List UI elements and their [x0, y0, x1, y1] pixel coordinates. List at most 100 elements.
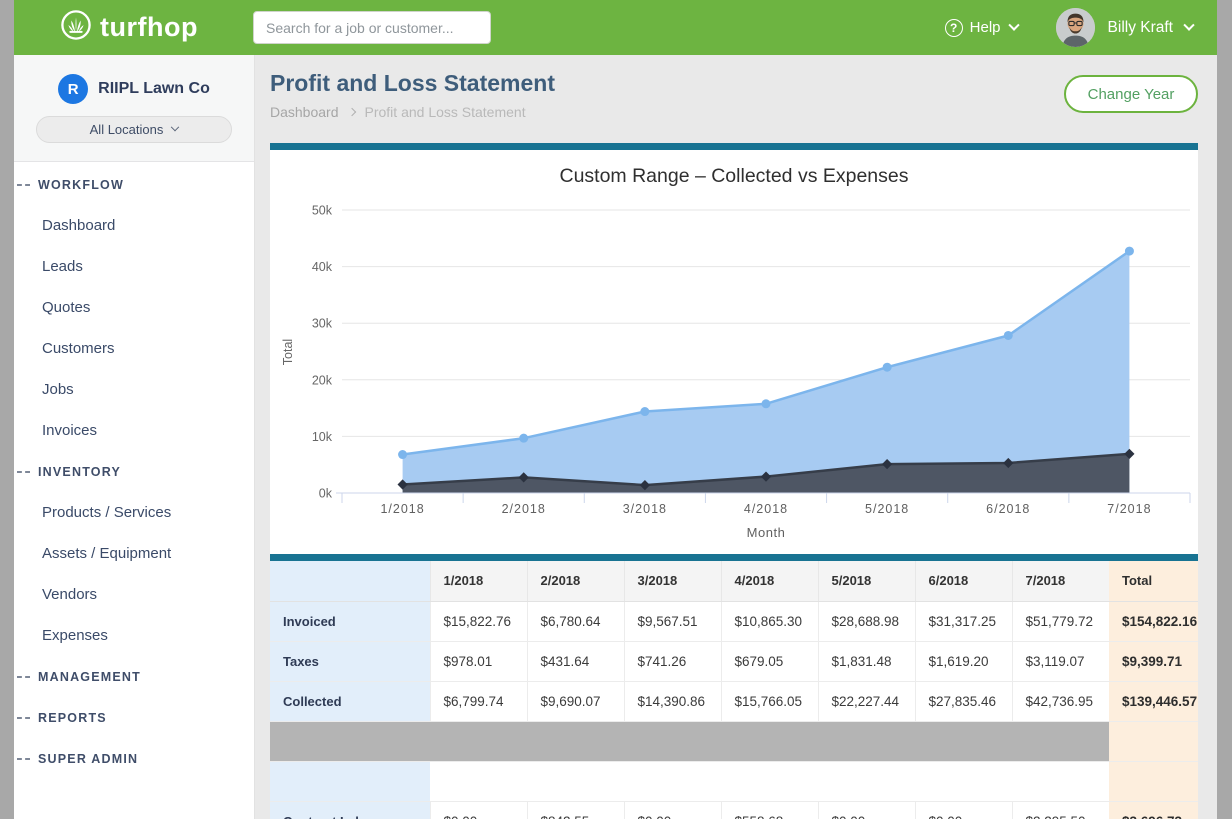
cell-value: $22,227.44 — [818, 681, 915, 721]
sidebar-section-super-admin[interactable]: SUPER ADMIN — [14, 738, 254, 779]
sidebar-item-leads[interactable]: Leads — [14, 246, 254, 287]
x-tick-label: 1/2018 — [380, 502, 424, 516]
y-tick-label: 50k — [312, 204, 333, 218]
table-row-contract-labor: Contract Labor$0.00$842.55$0.00$558.68$0… — [270, 801, 1198, 819]
table-row-collected: Collected$6,799.74$9,690.07$14,390.86$15… — [270, 681, 1198, 721]
cell-value: $15,766.05 — [721, 681, 818, 721]
location-selector[interactable]: All Locations — [36, 116, 232, 143]
breadcrumb-current: Profit and Loss Statement — [365, 104, 526, 120]
cell-value: $6,799.74 — [430, 681, 527, 721]
cell-value: $27,835.46 — [915, 681, 1012, 721]
sidebar-item-quotes[interactable]: Quotes — [14, 287, 254, 328]
cell-value: $42,736.95 — [1012, 681, 1109, 721]
sidebar-item-assets-equipment[interactable]: Assets / Equipment — [14, 533, 254, 574]
header-cell-2-2018: 2/2018 — [527, 561, 624, 601]
sidebar-item-expenses[interactable]: Expenses — [14, 615, 254, 656]
user-chevron-down-icon[interactable] — [1183, 19, 1194, 30]
x-axis-title: Month — [747, 525, 786, 540]
header-cell-3-2018: 3/2018 — [624, 561, 721, 601]
breadcrumb: Dashboard Profit and Loss Statement — [270, 104, 526, 120]
breadcrumb-chevron-icon — [347, 108, 355, 116]
data-point-collected-2-2018[interactable] — [519, 434, 528, 443]
help-chevron-down-icon[interactable] — [1008, 19, 1019, 30]
data-point-collected-3-2018[interactable] — [640, 407, 649, 416]
section-label: MANAGEMENT — [38, 670, 141, 684]
cell-value: $31,317.25 — [915, 601, 1012, 641]
right-scrollbar[interactable] — [1217, 0, 1232, 819]
cell-value: $842.55 — [527, 801, 624, 819]
y-tick-label: 10k — [312, 430, 333, 444]
sidebar-nav: WORKFLOW DashboardLeadsQuotesCustomersJob… — [14, 162, 254, 779]
top-header: turfhop ? Help Billy Kraft — [14, 0, 1217, 55]
change-year-button[interactable]: Change Year — [1064, 75, 1198, 113]
x-tick-label: 2/2018 — [502, 502, 546, 516]
sidebar-section-management[interactable]: MANAGEMENT — [14, 656, 254, 697]
company-selector[interactable]: R RIIPL Lawn Co — [14, 74, 254, 104]
sidebar-section-workflow[interactable]: WORKFLOW — [14, 164, 254, 205]
cell-value: $3,119.07 — [1012, 641, 1109, 681]
header-cell-blank — [270, 561, 430, 601]
section-label: INVENTORY — [38, 465, 121, 479]
header-cell-4-2018: 4/2018 — [721, 561, 818, 601]
cell-value: $0.00 — [430, 801, 527, 819]
grass-logo-icon — [60, 9, 92, 46]
cell-value: $28,688.98 — [818, 601, 915, 641]
x-tick-label: 3/2018 — [623, 502, 667, 516]
left-scrollbar[interactable] — [0, 0, 14, 819]
global-search-input[interactable] — [253, 11, 491, 44]
cell-value: $0.00 — [818, 801, 915, 819]
row-label: Invoiced — [270, 601, 430, 641]
sidebar-section-reports[interactable]: REPORTS — [14, 697, 254, 738]
x-tick-label: 4/2018 — [744, 502, 788, 516]
help-menu[interactable]: Help — [970, 19, 1001, 36]
sidebar-item-products-services[interactable]: Products / Services — [14, 492, 254, 533]
data-point-collected-4-2018[interactable] — [762, 399, 771, 408]
sidebar-item-dashboard[interactable]: Dashboard — [14, 205, 254, 246]
sidebar-item-customers[interactable]: Customers — [14, 328, 254, 369]
sidebar-item-vendors[interactable]: Vendors — [14, 574, 254, 615]
breadcrumb-dashboard[interactable]: Dashboard — [270, 104, 339, 120]
cell-value: $0.00 — [624, 801, 721, 819]
row-total: $3,696.73 — [1109, 801, 1198, 819]
area-collected — [403, 251, 1130, 493]
header-cell-1-2018: 1/2018 — [430, 561, 527, 601]
sidebar-company-block: R RIIPL Lawn Co All Locations — [14, 55, 254, 162]
section-divider — [270, 721, 1198, 761]
pl-table: 1/20182/20183/20184/20185/20186/20187/20… — [270, 561, 1198, 819]
user-avatar[interactable] — [1056, 8, 1095, 47]
table-header-row: 1/20182/20183/20184/20185/20186/20187/20… — [270, 561, 1198, 601]
sidebar: R RIIPL Lawn Co All Locations WORKFLOW Da… — [14, 55, 255, 819]
data-point-collected-1-2018[interactable] — [398, 450, 407, 459]
page-title: Profit and Loss Statement — [270, 70, 555, 97]
dashed-line-icon — [17, 717, 30, 719]
data-point-collected-7-2018[interactable] — [1125, 247, 1134, 256]
header-cell-6-2018: 6/2018 — [915, 561, 1012, 601]
table-row-invoiced: Invoiced$15,822.76$6,780.64$9,567.51$10,… — [270, 601, 1198, 641]
cell-value: $6,780.64 — [527, 601, 624, 641]
cell-value: $9,690.07 — [527, 681, 624, 721]
dashed-line-icon — [17, 184, 30, 186]
sidebar-item-invoices[interactable]: Invoices — [14, 410, 254, 451]
row-total: $9,399.71 — [1109, 641, 1198, 681]
data-point-collected-6-2018[interactable] — [1004, 331, 1013, 340]
cell-value: $14,390.86 — [624, 681, 721, 721]
y-tick-label: 40k — [312, 260, 333, 274]
location-chevron-down-icon — [171, 122, 179, 130]
row-label: Taxes — [270, 641, 430, 681]
y-tick-label: 20k — [312, 373, 333, 387]
app-logo[interactable]: turfhop — [60, 0, 198, 55]
location-label: All Locations — [90, 122, 164, 137]
sidebar-section-inventory[interactable]: INVENTORY — [14, 451, 254, 492]
company-name: RIIPL Lawn Co — [98, 80, 210, 98]
sidebar-item-jobs[interactable]: Jobs — [14, 369, 254, 410]
header-cell-total: Total — [1109, 561, 1198, 601]
data-point-collected-5-2018[interactable] — [883, 363, 892, 372]
y-axis-title: Total — [281, 339, 295, 365]
cell-value: $0.00 — [915, 801, 1012, 819]
user-menu[interactable]: Billy Kraft — [1108, 19, 1173, 37]
divider-line — [270, 721, 1109, 761]
section-label: REPORTS — [38, 711, 107, 725]
cell-value: $1,831.48 — [818, 641, 915, 681]
section-label: WORKFLOW — [38, 178, 124, 192]
pl-chart[interactable]: Custom Range – Collected vs Expenses0k10… — [270, 150, 1198, 554]
